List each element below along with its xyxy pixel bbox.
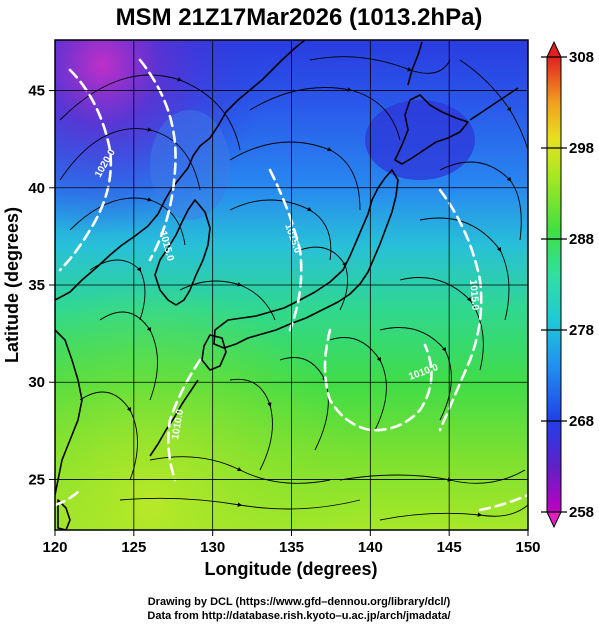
y-tick-label: 30 (28, 374, 45, 391)
colorbar-tick-label: 298 (569, 140, 594, 157)
isobar-sw (55, 488, 82, 507)
colorbar-tick-label: 278 (569, 322, 594, 339)
contour-label-5: 1010.0 (170, 408, 186, 440)
y-tick-label: 35 (28, 277, 45, 294)
isobar-1015-east (438, 188, 483, 432)
x-tick-label: 140 (358, 539, 383, 556)
coastline-japan-kyushu (201, 334, 227, 371)
isobar-1020 (58, 68, 113, 272)
colorbar-bottom-arrow (546, 511, 562, 529)
colorbar-ticks: 258 268 278 288 298 308 (541, 49, 594, 521)
coastline-china (55, 329, 83, 496)
colorbar-tick-label: 288 (569, 231, 594, 248)
colorbar: 258 268 278 288 298 308 (541, 40, 594, 529)
coastlines (55, 40, 519, 530)
isobar-1015-mid (268, 168, 303, 332)
isobar-1010-a (167, 358, 202, 482)
coastline-korea (154, 199, 211, 306)
map-title: MSM 21Z17Mar2026 (1013.2hPa) (116, 4, 483, 31)
y-axis-ticks: 25 30 35 40 45 (28, 83, 55, 488)
credit-line-1: Drawing by DCL (https://www.gfd–dennou.o… (148, 596, 451, 608)
coastline-taiwan (57, 499, 71, 530)
y-tick-label: 25 (28, 471, 45, 488)
y-axis-label: Latitude (degrees) (2, 207, 22, 363)
coastline-japan-hokkaido (394, 94, 469, 165)
cold-pool-hokkaido (365, 100, 475, 180)
map-plot-area: 1020.0 1015.0 1015.0 1015.0 1010.0 1010.… (55, 40, 528, 530)
x-tick-label: 135 (279, 539, 304, 556)
x-tick-label: 125 (121, 539, 146, 556)
x-axis-label: Longitude (degrees) (204, 559, 377, 579)
gridlines (55, 40, 528, 530)
streamlines (59, 56, 528, 521)
y-tick-label: 45 (28, 83, 45, 100)
colorbar-tick-label: 308 (569, 49, 594, 66)
coastline-kurils (469, 87, 519, 121)
x-tick-label: 145 (437, 539, 462, 556)
coastline-asia (55, 40, 306, 301)
coastline-sakhalin (407, 41, 423, 86)
x-tick-label: 150 (515, 539, 540, 556)
x-tick-label: 120 (42, 539, 67, 556)
contour-label-4: 1015.0 (467, 279, 481, 311)
colorbar-gradient (546, 56, 562, 513)
colorbar-tick-label: 258 (569, 504, 594, 521)
credit-line-2: Data from http://database.rish.kyoto–u.a… (147, 610, 450, 622)
isobar-south (478, 493, 528, 512)
colorbar-top-arrow (546, 40, 562, 58)
colorbar-tick-label: 268 (569, 413, 594, 430)
y-tick-label: 40 (28, 180, 45, 197)
coastline-ryukyu (149, 379, 199, 457)
x-axis-ticks: 120 125 130 135 140 145 150 (42, 530, 541, 556)
x-tick-label: 130 (200, 539, 225, 556)
isobar-1015-west (138, 58, 177, 262)
isobar-contours: 1020.0 1015.0 1015.0 1015.0 1010.0 1010.… (55, 58, 528, 512)
